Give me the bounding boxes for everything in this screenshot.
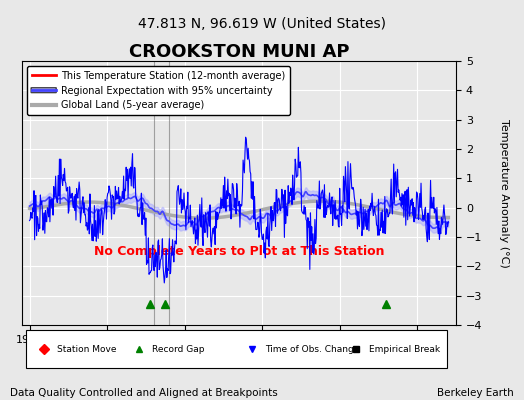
Text: No Complete Years to Plot at This Station: No Complete Years to Plot at This Statio… bbox=[94, 244, 384, 258]
Title: CROOKSTON MUNI AP: CROOKSTON MUNI AP bbox=[129, 43, 349, 61]
Y-axis label: Temperature Anomaly (°C): Temperature Anomaly (°C) bbox=[499, 119, 509, 267]
Text: Record Gap: Record Gap bbox=[152, 344, 204, 354]
FancyBboxPatch shape bbox=[26, 330, 447, 368]
Text: Station Move: Station Move bbox=[57, 344, 116, 354]
Text: Empirical Break: Empirical Break bbox=[369, 344, 440, 354]
Legend: This Temperature Station (12-month average), Regional Expectation with 95% uncer: This Temperature Station (12-month avera… bbox=[27, 66, 290, 115]
Text: 47.813 N, 96.619 W (United States): 47.813 N, 96.619 W (United States) bbox=[138, 17, 386, 31]
Text: Data Quality Controlled and Aligned at Breakpoints: Data Quality Controlled and Aligned at B… bbox=[10, 388, 278, 398]
Text: Time of Obs. Change: Time of Obs. Change bbox=[265, 344, 359, 354]
Text: Berkeley Earth: Berkeley Earth bbox=[437, 388, 514, 398]
